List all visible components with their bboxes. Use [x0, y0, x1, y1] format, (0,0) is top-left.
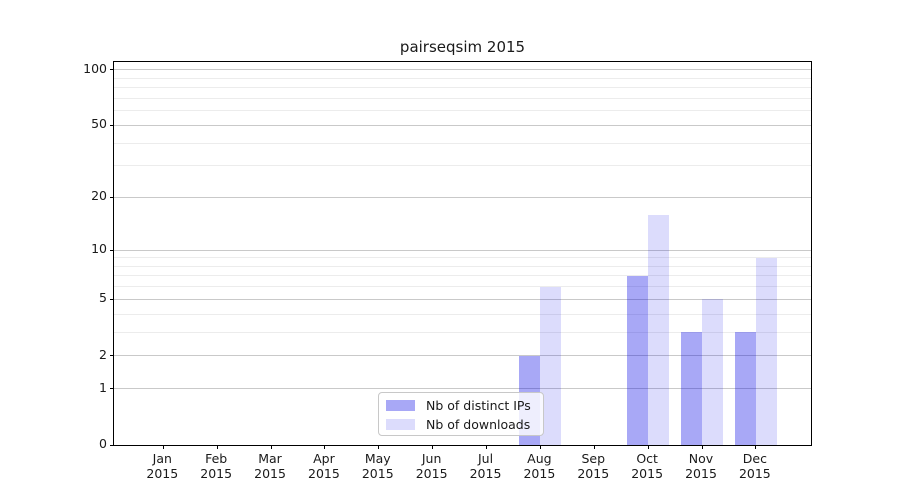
gridline-major-1: [114, 388, 811, 390]
bar-nov-distinct-ips: [681, 332, 702, 445]
gridline-minor-30: [114, 165, 811, 167]
x-tick-apr: [324, 445, 326, 449]
y-tick-label-20: 20: [91, 188, 107, 204]
plot-area: Nb of distinct IPs Nb of downloads: [110, 61, 812, 449]
x-tick-label-aug: Aug 2015: [523, 451, 556, 481]
x-tick-aug: [539, 445, 541, 449]
x-tick-jan: [162, 445, 164, 449]
legend-label-downloads: Nb of downloads: [426, 417, 531, 432]
y-tick-label-2: 2: [99, 346, 107, 362]
x-tick-label-feb: Feb 2015: [200, 451, 233, 481]
gridline-minor-3: [114, 331, 811, 333]
y-tick-5: [110, 298, 114, 300]
bar-oct-downloads: [648, 214, 670, 445]
x-tick-label-sep: Sep 2015: [577, 451, 610, 481]
x-tick-label-jun: Jun 2015: [415, 451, 448, 481]
bar-dec-downloads: [755, 257, 777, 445]
y-tick-1: [110, 388, 114, 390]
gridline-major-50: [114, 124, 811, 126]
legend-row-downloads: Nb of downloads: [386, 415, 536, 434]
y-tick-label-10: 10: [91, 241, 107, 257]
gridline-minor-6: [114, 286, 811, 288]
chart-title: pairseqsim 2015: [399, 38, 526, 56]
y-tick-2: [110, 355, 114, 357]
x-tick-jul: [486, 445, 488, 449]
gridline-minor-8: [114, 265, 811, 267]
x-tick-label-dec: Dec 2015: [738, 451, 771, 481]
x-tick-may: [378, 445, 380, 449]
x-tick-oct: [647, 445, 649, 449]
x-tick-label-jan: Jan 2015: [146, 451, 179, 481]
x-tick-sep: [593, 445, 595, 449]
y-tick-label-100: 100: [83, 60, 107, 76]
gridline-minor-80: [114, 87, 811, 89]
gridline-minor-9: [114, 257, 811, 259]
gridline-minor-40: [114, 142, 811, 144]
y-tick-0: [110, 444, 114, 446]
x-tick-feb: [216, 445, 218, 449]
x-tick-label-may: May 2015: [361, 451, 394, 481]
x-tick-label-oct: Oct 2015: [631, 451, 664, 481]
legend-swatch-downloads: [386, 419, 415, 430]
x-tick-mar: [270, 445, 272, 449]
x-tick-jun: [432, 445, 434, 449]
gridline-minor-7: [114, 275, 811, 277]
bar-aug-downloads: [540, 286, 562, 445]
x-tick-dec: [755, 445, 757, 449]
y-tick-label-50: 50: [91, 116, 107, 132]
legend: Nb of distinct IPs Nb of downloads: [378, 392, 544, 436]
gridline-minor-4: [114, 313, 811, 315]
y-tick-10: [110, 249, 114, 251]
x-tick-label-jul: Jul 2015: [469, 451, 502, 481]
y-tick-100: [110, 69, 114, 71]
x-tick-label-mar: Mar 2015: [254, 451, 286, 481]
bar-dec-distinct-ips: [734, 332, 756, 445]
x-tick-nov: [701, 445, 703, 449]
x-tick-label-nov: Nov 2015: [685, 451, 717, 481]
gridline-minor-70: [114, 97, 811, 99]
gridline-minor-90: [114, 77, 811, 79]
gridline-major-100: [114, 69, 811, 71]
bar-nov-downloads: [702, 299, 723, 445]
y-tick-label-0: 0: [99, 436, 107, 451]
gridline-major-10: [114, 249, 811, 251]
legend-swatch-distinct-ips: [386, 400, 415, 411]
legend-row-distinct-ips: Nb of distinct IPs: [386, 396, 536, 415]
bar-oct-distinct-ips: [627, 275, 649, 445]
x-tick-label-apr: Apr 2015: [308, 451, 340, 481]
y-tick-20: [110, 196, 114, 198]
legend-label-distinct-ips: Nb of distinct IPs: [426, 398, 531, 413]
gridline-major-5: [114, 298, 811, 300]
gridline-minor-60: [114, 110, 811, 112]
gridline-major-20: [114, 196, 811, 198]
y-tick-label-5: 5: [99, 290, 107, 306]
y-tick-50: [110, 124, 114, 126]
gridline-major-2: [114, 355, 811, 357]
y-tick-label-1: 1: [99, 379, 107, 395]
